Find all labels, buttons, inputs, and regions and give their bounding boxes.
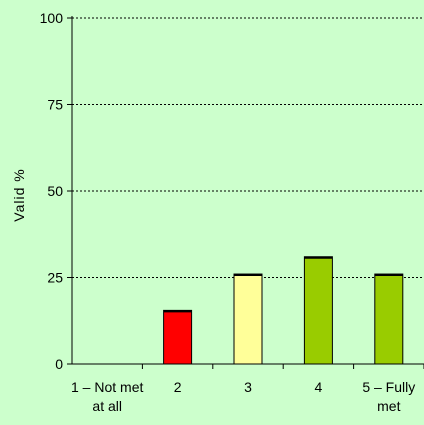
- x-tick-label-3-line-1: 3: [244, 379, 252, 395]
- x-tick-label-5-line-2: met: [377, 398, 400, 414]
- x-tick-label-4-line-1: 4: [315, 379, 323, 395]
- y-tick-label-50: 50: [47, 183, 63, 199]
- y-tick-label-75: 75: [47, 97, 63, 113]
- x-tick-label-1-line-1: 1 – Not met: [71, 379, 143, 395]
- bar-5: [375, 274, 403, 364]
- y-tick-label-100: 100: [40, 10, 64, 26]
- y-tick-label-25: 25: [47, 270, 63, 286]
- x-tick-label-5-line-1: 5 – Fully: [362, 379, 415, 395]
- bar-4: [304, 257, 332, 364]
- y-axis-label: Valid %: [11, 168, 27, 221]
- bar-3: [234, 274, 262, 364]
- x-tick-label-2-line-1: 2: [174, 379, 182, 395]
- x-tick-label-1-line-2: at all: [92, 398, 122, 414]
- bar-2: [164, 310, 192, 364]
- y-tick-label-0: 0: [55, 356, 63, 372]
